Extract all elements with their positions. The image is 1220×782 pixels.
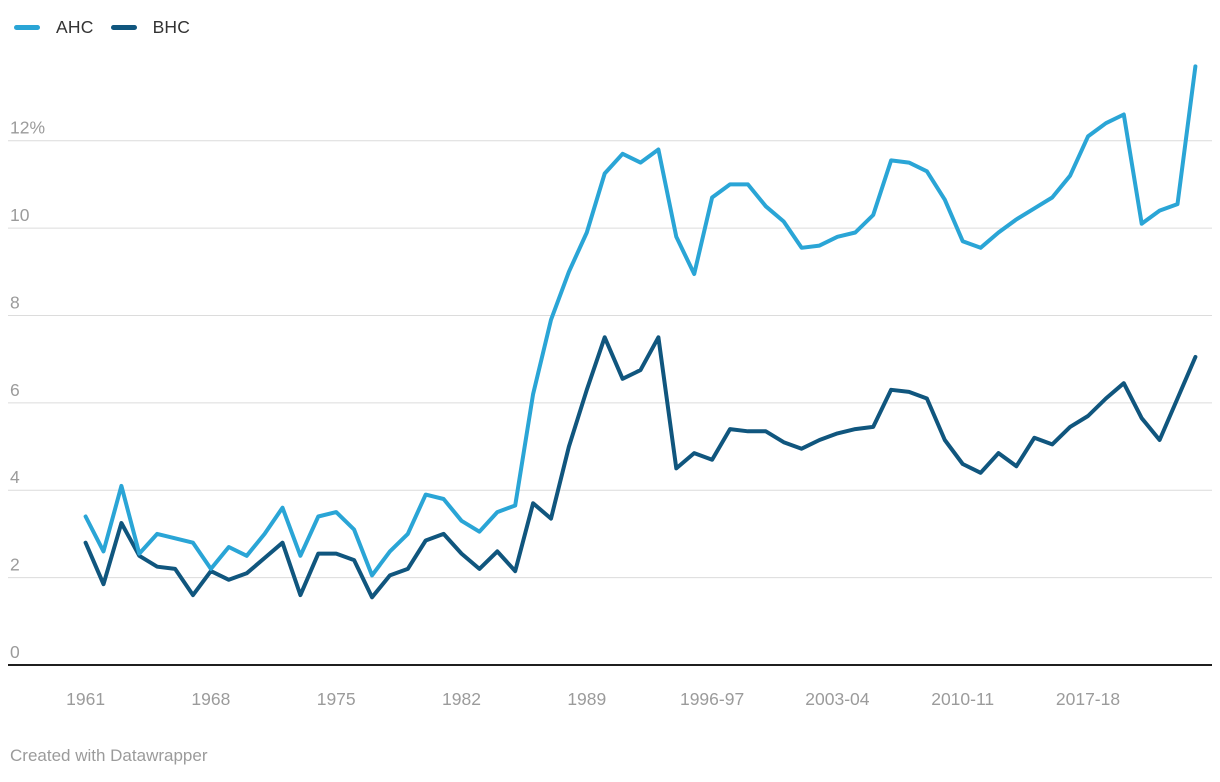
y-tick-label: 10 xyxy=(10,205,30,225)
x-tick-label: 2003-04 xyxy=(805,689,869,709)
y-axis-labels: 12% 10 8 6 4 2 0 xyxy=(10,118,45,662)
x-tick-label: 2010-11 xyxy=(931,689,994,709)
series-line-ahc xyxy=(83,64,1198,578)
x-axis-labels: 1961 1968 1975 1982 1989 1996-97 2003-04 2010-1… xyxy=(66,689,1120,709)
legend-swatch-bhc-icon xyxy=(110,25,137,30)
datawrapper-credit: Created with Datawrapper xyxy=(10,746,208,765)
line-chart: 12% 10 8 6 4 2 0 1961 1968 1975 1982 1989 1996-97 20… xyxy=(8,64,1212,709)
gridlines xyxy=(8,140,1212,666)
x-tick-label: 1968 xyxy=(191,689,230,709)
y-tick-label: 12% xyxy=(10,118,45,138)
x-tick-label: 1975 xyxy=(317,689,356,709)
x-tick-label: 1982 xyxy=(442,689,481,709)
legend-item-bhc[interactable]: BHC xyxy=(110,17,191,38)
x-tick-label: 2017-18 xyxy=(1056,689,1120,709)
y-tick-label: 8 xyxy=(10,292,20,312)
y-tick-label: 6 xyxy=(10,380,20,400)
legend: AHC BHC xyxy=(14,17,190,38)
series-line-bhc xyxy=(83,335,1198,600)
series-lines xyxy=(83,64,1198,600)
x-tick-label: 1996-97 xyxy=(680,689,744,709)
x-tick-label: 1989 xyxy=(567,689,606,709)
y-tick-label: 0 xyxy=(10,642,20,662)
legend-item-ahc[interactable]: AHC xyxy=(14,17,94,38)
legend-label-bhc: BHC xyxy=(152,17,191,37)
legend-label-ahc: AHC xyxy=(56,17,94,37)
y-tick-label: 2 xyxy=(10,555,20,575)
y-tick-label: 4 xyxy=(10,467,20,487)
legend-swatch-ahc-icon xyxy=(14,25,40,30)
x-tick-label: 1961 xyxy=(66,689,105,709)
